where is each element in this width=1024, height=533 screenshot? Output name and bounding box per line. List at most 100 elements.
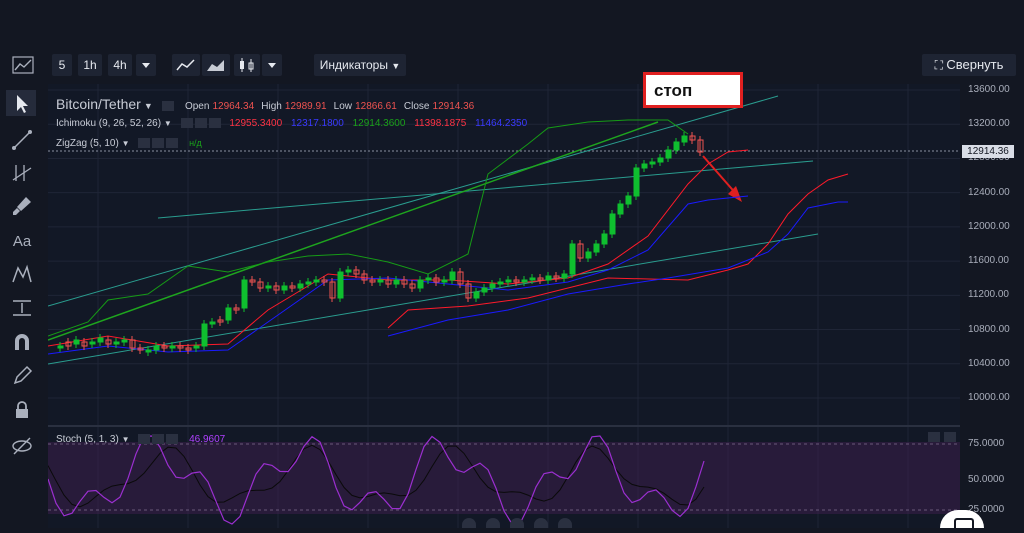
interval-1h[interactable]: 1h: [78, 54, 102, 76]
candle: [473, 291, 480, 299]
candle: [73, 339, 80, 345]
arrow-head-icon: [728, 186, 742, 202]
candle: [241, 279, 248, 309]
stoch-label[interactable]: Stoch (5, 1, 3): [56, 434, 119, 445]
candle: [209, 321, 216, 325]
drawing-toolbar: Aa: [0, 84, 44, 528]
price-chart[interactable]: [47, 84, 960, 528]
chevron-down-icon[interactable]: ▼: [121, 435, 130, 444]
candle: [153, 345, 160, 351]
line-style-button[interactable]: [172, 54, 200, 76]
price-tick-label: 10400.00: [968, 357, 1010, 369]
pitchfork-icon[interactable]: [10, 160, 34, 184]
area-style-button[interactable]: [202, 54, 230, 76]
channel-line-lower: [47, 233, 819, 365]
candle: [217, 319, 224, 323]
close-value: 12914.36: [432, 101, 475, 112]
interval-4h[interactable]: 4h: [108, 54, 132, 76]
candle: [569, 243, 576, 275]
close-icon[interactable]: [166, 138, 179, 149]
stop-annotation[interactable]: стоп: [643, 72, 743, 108]
candle: [177, 345, 184, 349]
candle: [169, 345, 176, 349]
collapse-label: Свернуть: [946, 57, 1004, 72]
scroll-left-icon[interactable]: [534, 518, 548, 528]
text-icon[interactable]: Aa: [12, 233, 32, 250]
trend-line-icon[interactable]: [10, 128, 34, 152]
low-label: Low: [333, 101, 353, 112]
zoom-in-icon[interactable]: [486, 518, 500, 528]
candle: [505, 279, 512, 283]
price-axis[interactable]: [960, 84, 1024, 528]
ichimoku-label[interactable]: Ichimoku (9, 26, 52, 26): [56, 118, 162, 129]
candle: [313, 279, 320, 283]
pane-up-button[interactable]: [928, 432, 940, 442]
measure-icon[interactable]: [10, 296, 34, 320]
ichimoku-tenkan-value: 12955.3400: [229, 118, 283, 129]
candle: [681, 135, 688, 143]
pane-maximize-button[interactable]: [944, 432, 956, 442]
candle: [201, 323, 208, 347]
candle: [57, 345, 64, 349]
symbol-name[interactable]: Bitcoin/Tether: [56, 96, 141, 112]
stop-annotation-text: стоп: [654, 81, 693, 100]
chart-style-dropdown-button[interactable]: [262, 54, 282, 76]
candle: [129, 339, 136, 349]
current-price-label: 12914.36: [962, 145, 1014, 158]
pattern-icon[interactable]: [10, 262, 34, 286]
candles-style-button[interactable]: [234, 54, 260, 76]
stoch-legend: Stoch (5, 1, 3) ▼ 46.9607: [56, 434, 225, 445]
eye-off-icon[interactable]: [10, 434, 34, 458]
zigzag-legend: ZigZag (5, 10) ▼ н/д: [56, 138, 202, 149]
candle: [433, 277, 440, 283]
settings-icon[interactable]: [152, 138, 165, 149]
high-label: High: [261, 101, 282, 112]
stoch-band: [48, 442, 960, 514]
eye-icon[interactable]: [138, 138, 151, 149]
close-icon[interactable]: [166, 434, 179, 445]
line-chart-icon[interactable]: [12, 56, 34, 74]
chevron-down-icon[interactable]: ▼: [163, 119, 172, 128]
span-b-line: [387, 201, 848, 337]
stoch-tick-label: 50.0000: [968, 474, 1005, 485]
magnet-icon[interactable]: [10, 330, 34, 354]
interval-5[interactable]: 5: [52, 54, 72, 76]
price-tick-label: 13600.00: [968, 84, 1010, 95]
candle: [465, 283, 472, 299]
chevron-down-icon[interactable]: ▼: [143, 101, 153, 111]
eye-icon[interactable]: [138, 434, 151, 445]
open-value: 12964.34: [212, 101, 255, 112]
candle: [521, 279, 528, 283]
collapse-button[interactable]: ⛶ Свернуть: [922, 54, 1016, 76]
pencil-icon[interactable]: [10, 364, 34, 388]
stoch-d-line: [47, 444, 705, 508]
screenshot-button[interactable]: [940, 510, 984, 528]
scroll-right-icon[interactable]: [558, 518, 572, 528]
chevron-down-icon[interactable]: ▼: [121, 139, 130, 148]
candle: [441, 279, 448, 283]
candle: [105, 339, 112, 345]
price-tick-label: 10800.00: [968, 323, 1010, 335]
price-tick-label: 12000.00: [968, 220, 1010, 232]
lock-icon[interactable]: [10, 398, 34, 422]
high-value: 12989.91: [284, 101, 327, 112]
cursor-icon[interactable]: [6, 90, 36, 116]
settings-icon[interactable]: [152, 434, 165, 445]
eye-icon[interactable]: [180, 118, 193, 129]
chart-pane[interactable]: [47, 84, 960, 528]
settings-icon[interactable]: [194, 118, 207, 129]
reset-icon[interactable]: [510, 518, 524, 528]
zigzag-line: [47, 121, 659, 341]
candle: [689, 135, 696, 141]
zoom-out-icon[interactable]: [462, 518, 476, 528]
interval-dropdown-button[interactable]: [136, 54, 156, 76]
zigzag-label[interactable]: ZigZag (5, 10): [56, 138, 119, 149]
indicators-button[interactable]: Индикаторы ▼: [314, 54, 406, 76]
brush-icon[interactable]: [10, 194, 34, 218]
ichimoku-legend: Ichimoku (9, 26, 52, 26) ▼ 12955.3400 12…: [56, 118, 527, 129]
eye-icon[interactable]: [161, 101, 174, 112]
candle: [273, 285, 280, 291]
candle: [577, 243, 584, 259]
close-icon[interactable]: [208, 118, 221, 129]
candle: [137, 347, 144, 351]
